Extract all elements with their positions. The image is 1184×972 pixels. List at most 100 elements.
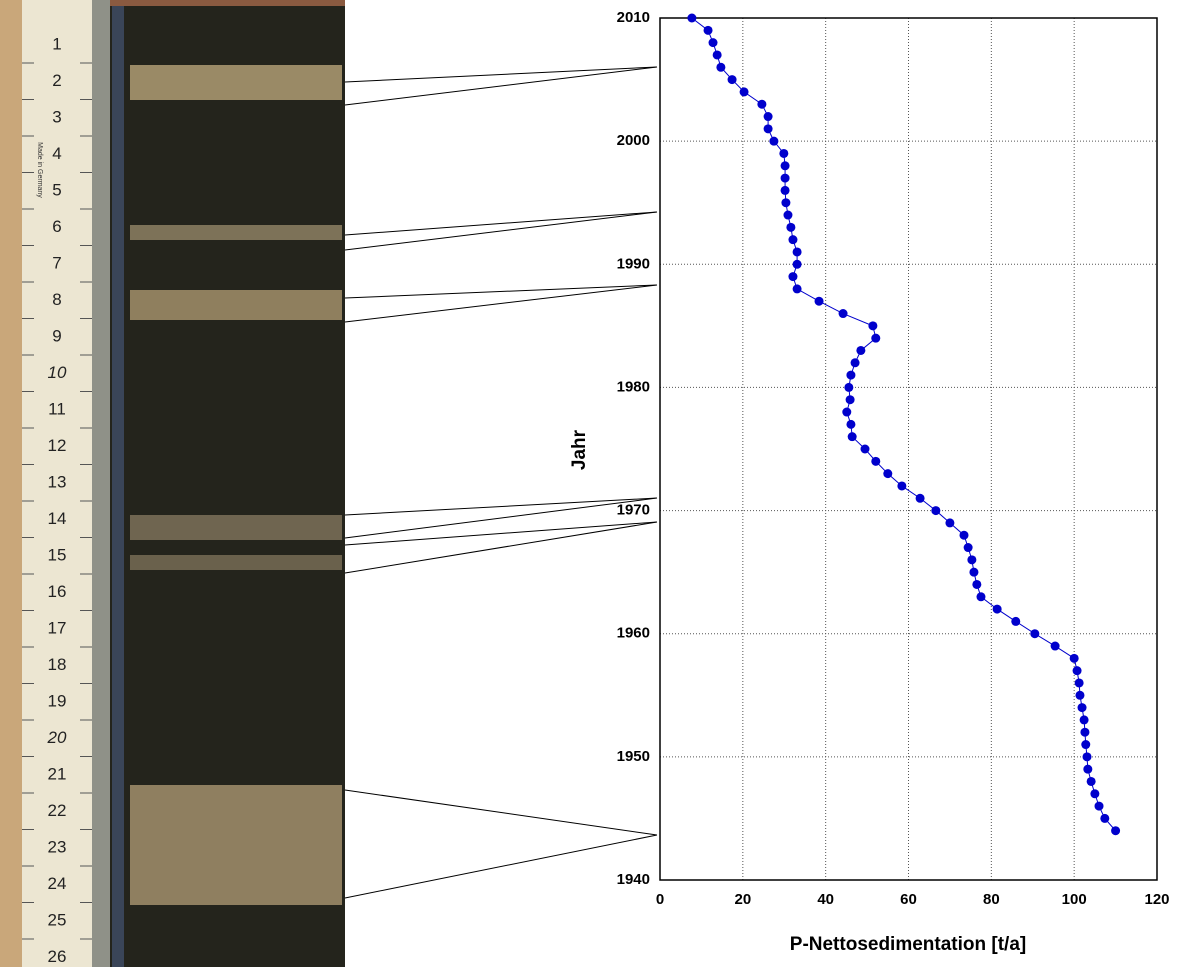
data-point	[846, 370, 856, 380]
ruler-label: 10	[48, 363, 67, 382]
x-tick-label: 80	[983, 891, 1000, 908]
data-point	[739, 87, 749, 97]
data-point	[883, 469, 893, 479]
data-point	[1082, 752, 1092, 762]
data-point	[687, 13, 697, 23]
x-tick-label: 20	[734, 891, 751, 908]
data-point	[963, 543, 973, 553]
connector-lines	[344, 66, 658, 899]
data-point	[842, 407, 852, 417]
data-point	[1072, 666, 1082, 676]
data-point	[838, 309, 848, 319]
data-point	[788, 235, 798, 245]
data-point	[868, 321, 878, 331]
data-point	[1111, 826, 1121, 836]
data-point	[727, 75, 737, 85]
data-point	[763, 124, 773, 134]
data-point	[871, 333, 881, 343]
ruler-label: 8	[52, 290, 61, 309]
x-axis-title: P-Nettosedimentation [t/a]	[790, 934, 1026, 955]
ruler-label: 5	[52, 180, 61, 199]
data-point	[792, 284, 802, 294]
data-point	[769, 136, 779, 146]
data-point	[860, 444, 870, 454]
data-point	[976, 592, 986, 602]
data-point	[1069, 653, 1079, 663]
y-tick-label: 2000	[617, 132, 650, 149]
data-point	[846, 419, 856, 429]
data-point	[1100, 813, 1110, 823]
y-axis-title: Jahr	[569, 429, 590, 470]
data-point	[712, 50, 722, 60]
core-photo	[0, 0, 345, 967]
data-point	[847, 432, 857, 442]
data-point	[850, 358, 860, 368]
ruler-maker: Made in Germany	[36, 142, 43, 198]
data-point	[931, 506, 941, 516]
ruler-label: 7	[52, 253, 61, 272]
data-point	[788, 272, 798, 282]
data-point	[856, 345, 866, 355]
data-point	[844, 382, 854, 392]
data-point	[708, 38, 718, 48]
ruler-label: 21	[48, 764, 67, 783]
data-point	[792, 247, 802, 257]
data-point	[703, 25, 713, 35]
data-point	[1094, 801, 1104, 811]
data-point	[945, 518, 955, 528]
data-point	[845, 395, 855, 405]
data-point	[780, 185, 790, 195]
data-point	[871, 456, 881, 466]
data-point	[972, 579, 982, 589]
ruler-label: 1	[52, 34, 61, 53]
data-point	[783, 210, 793, 220]
ruler-label: 24	[48, 874, 67, 893]
data-point	[1074, 678, 1084, 688]
ruler-label: 22	[48, 801, 67, 820]
data-point	[780, 173, 790, 183]
y-tick-label: 1940	[617, 871, 650, 888]
data-point	[969, 567, 979, 577]
data-point	[1086, 776, 1096, 786]
x-tick-label: 100	[1062, 891, 1087, 908]
data-point	[757, 99, 767, 109]
series-line	[691, 17, 1116, 832]
ruler-label: 26	[48, 947, 67, 966]
data-point	[716, 62, 726, 72]
ruler-label: 2	[52, 71, 61, 90]
data-point	[780, 161, 790, 171]
x-tick-label: 60	[900, 891, 917, 908]
ruler-label: 13	[48, 472, 67, 491]
x-tick-label: 40	[817, 891, 834, 908]
data-point	[992, 604, 1002, 614]
x-tick-label: 0	[656, 891, 664, 908]
data-point	[1080, 727, 1090, 737]
y-tick-label: 2010	[617, 9, 650, 26]
ruler-label: 18	[48, 655, 67, 674]
ruler-label: 4	[52, 144, 61, 163]
ruler-label: 15	[48, 545, 67, 564]
data-point	[1050, 641, 1060, 651]
data-point	[897, 481, 907, 491]
data-point	[959, 530, 969, 540]
ruler-label: 20	[47, 728, 67, 747]
data-point	[781, 198, 791, 208]
data-point	[763, 112, 773, 122]
ruler-label: 6	[52, 217, 61, 236]
data-point	[915, 493, 925, 503]
y-tick-label: 1950	[617, 748, 650, 765]
plot-frame	[659, 17, 1158, 881]
ruler-label: 23	[48, 837, 67, 856]
data-point	[967, 555, 977, 565]
ruler-label: 14	[48, 509, 67, 528]
data-point	[1075, 690, 1085, 700]
ruler-label: 11	[48, 399, 66, 418]
data-point	[786, 222, 796, 232]
data-point	[1030, 629, 1040, 639]
x-tick-label: 120	[1144, 891, 1169, 908]
ruler-label: 19	[48, 691, 67, 710]
ruler-label: 17	[48, 618, 67, 637]
ruler-label: 9	[52, 326, 61, 345]
data-point	[779, 148, 789, 158]
y-tick-label: 1990	[617, 255, 650, 272]
